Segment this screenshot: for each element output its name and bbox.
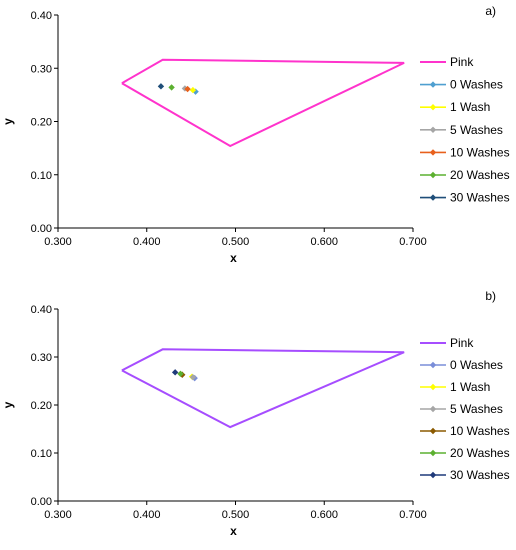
x-tick-label: 0.500 xyxy=(222,509,250,521)
x-tick-label: 0.300 xyxy=(44,509,72,521)
x-axis-label: x xyxy=(230,524,237,538)
legend-label-1-wash: 1 Wash xyxy=(450,380,490,394)
legend-marker-30-washes xyxy=(429,471,437,479)
y-axis-label: y xyxy=(1,118,15,125)
panel-label: b) xyxy=(485,289,496,303)
legend-label-30-washes: 30 Washes xyxy=(450,468,510,482)
x-tick-label: 0.300 xyxy=(44,236,72,248)
x-tick-label: 0.600 xyxy=(310,509,338,521)
legend-label-20-washes: 20 Washes xyxy=(450,446,510,460)
legend-marker-1-wash xyxy=(429,104,437,111)
legend-marker-0-washes xyxy=(429,81,437,88)
legend-marker-20-washes xyxy=(429,171,437,179)
legend-label-0-washes: 0 Washes xyxy=(450,78,503,92)
legend-label-pink: Pink xyxy=(450,55,474,69)
x-tick-label: 0.600 xyxy=(310,236,338,248)
x-tick-label: 0.400 xyxy=(133,236,161,248)
series-line-pink xyxy=(121,348,405,429)
y-tick-label: 0.00 xyxy=(31,223,52,235)
legend-label-10-washes: 10 Washes xyxy=(450,424,510,438)
legend-marker-0-washes xyxy=(429,361,437,369)
legend-marker-10-washes xyxy=(429,427,437,435)
y-tick-label: 0.30 xyxy=(31,63,52,75)
legend-marker-20-washes xyxy=(429,449,437,457)
data-point-1-wash xyxy=(189,86,197,94)
legend-marker-30-washes xyxy=(429,194,437,201)
chart-panel-2: 0.00 0.10 0.20 0.30 0.40 0.300 0.400 0.500 0.600… xyxy=(1,289,510,538)
data-point-0-washes xyxy=(192,88,199,95)
panel-label: a) xyxy=(485,4,496,18)
legend-label-5-washes: 5 Washes xyxy=(450,123,503,137)
y-tick-label: 0.00 xyxy=(31,496,52,508)
legend-label-0-washes: 0 Washes xyxy=(450,358,503,372)
chart-panel-1: 0.00 0.10 0.20 0.30 0.40 0.300 0.400 0.500 0.600… xyxy=(1,4,510,265)
legend-marker-1-wash xyxy=(429,383,437,391)
y-tick-label: 0.40 xyxy=(31,10,52,22)
y-tick-label: 0.10 xyxy=(31,170,52,182)
series-line-pink xyxy=(121,58,405,148)
data-point-5-washes xyxy=(189,373,197,381)
y-tick-label: 0.40 xyxy=(31,304,52,316)
y-tick-label: 0.10 xyxy=(31,448,52,460)
data-point-30-washes xyxy=(171,369,179,376)
data-point-20-washes xyxy=(177,370,184,377)
legend-label-5-washes: 5 Washes xyxy=(450,402,503,416)
legend-label-pink: Pink xyxy=(450,336,474,350)
x-axis-label: x xyxy=(230,251,237,265)
legend-marker-5-washes xyxy=(429,126,437,133)
legend-label-30-washes: 30 Washes xyxy=(450,191,510,205)
x-tick-label: 0.500 xyxy=(222,236,250,248)
data-point-30-washes xyxy=(157,83,165,90)
y-tick-label: 0.30 xyxy=(31,352,52,364)
y-tick-label: 0.20 xyxy=(31,117,52,129)
y-axis-label: y xyxy=(1,401,15,408)
data-point-20-washes xyxy=(168,84,175,91)
legend-marker-5-washes xyxy=(429,405,437,413)
legend-marker-10-washes xyxy=(429,149,437,156)
legend-label-20-washes: 20 Washes xyxy=(450,168,510,182)
legend-label-10-washes: 10 Washes xyxy=(450,145,510,159)
y-tick-label: 0.20 xyxy=(31,400,52,412)
data-point-10-washes xyxy=(184,85,191,93)
x-tick-label: 0.700 xyxy=(399,509,427,521)
legend-label-1-wash: 1 Wash xyxy=(450,100,490,114)
x-tick-label: 0.400 xyxy=(133,509,161,521)
x-tick-label: 0.700 xyxy=(399,236,427,248)
